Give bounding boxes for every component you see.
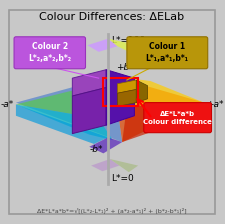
Polygon shape — [72, 88, 106, 134]
Text: ΔE*L*a*b*=√[(L*₂-L*₁)² + (a*₂-a*₁)² + (b*₂-b*₁)²]: ΔE*L*a*b*=√[(L*₂-L*₁)² + (a*₂-a*₁)² + (b… — [37, 208, 187, 214]
Text: L*=0: L*=0 — [111, 174, 134, 183]
Polygon shape — [87, 39, 117, 52]
Polygon shape — [106, 70, 134, 125]
Text: L*=100: L*=100 — [111, 36, 145, 45]
FancyBboxPatch shape — [14, 37, 86, 69]
Text: -a*: -a* — [1, 100, 14, 109]
Text: +b*: +b* — [116, 62, 133, 72]
FancyBboxPatch shape — [144, 103, 212, 133]
Polygon shape — [108, 39, 138, 52]
Polygon shape — [113, 76, 204, 106]
Polygon shape — [136, 80, 148, 103]
Polygon shape — [117, 89, 136, 106]
Text: ΔE*L*a*b
Colour difference: ΔE*L*a*b Colour difference — [143, 111, 212, 125]
Polygon shape — [72, 70, 106, 96]
Polygon shape — [16, 76, 122, 142]
Polygon shape — [110, 159, 138, 172]
Polygon shape — [16, 104, 113, 140]
Polygon shape — [122, 103, 204, 142]
Polygon shape — [117, 80, 136, 93]
Text: Colour Differences: ΔELab: Colour Differences: ΔELab — [39, 12, 184, 22]
Polygon shape — [89, 137, 122, 153]
FancyBboxPatch shape — [127, 37, 208, 69]
Polygon shape — [91, 159, 119, 171]
Text: +a*: +a* — [206, 100, 223, 109]
Text: Colour 2
L*₂,a*₂,b*₂: Colour 2 L*₂,a*₂,b*₂ — [28, 42, 71, 63]
Polygon shape — [113, 76, 204, 142]
Text: Colour 1
L*₁,a*₁,b*₁: Colour 1 L*₁,a*₁,b*₁ — [146, 42, 189, 63]
Polygon shape — [16, 76, 113, 118]
Polygon shape — [16, 104, 108, 144]
Text: -b*: -b* — [90, 145, 103, 154]
